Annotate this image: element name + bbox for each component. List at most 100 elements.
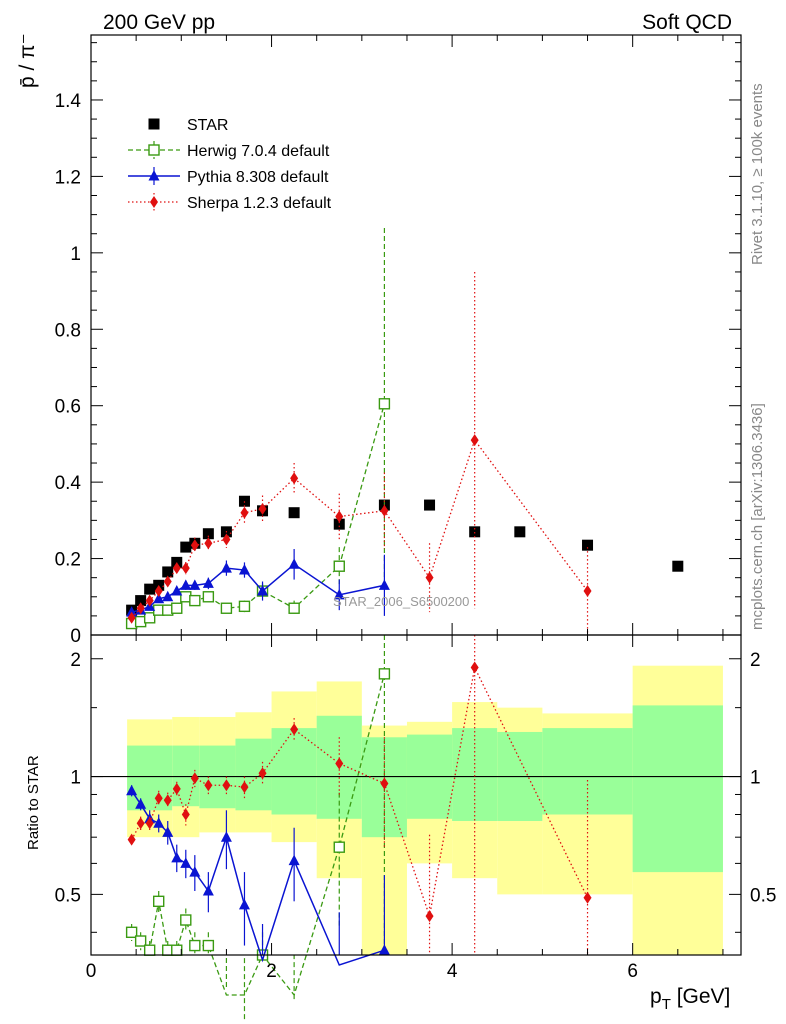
ratio-point-pythia <box>378 944 390 955</box>
ratio-point-sherpa <box>145 817 154 830</box>
ratio-y-tick-label-right: 1 <box>750 768 761 789</box>
x-tick-label: 2 <box>266 961 277 982</box>
legend-marker-star <box>148 118 160 130</box>
legend-label-sherpa: Sherpa 1.2.3 default <box>187 195 332 212</box>
main-point-star <box>333 518 345 530</box>
ratio-point-herwig <box>171 944 183 956</box>
main-point-star <box>288 507 300 519</box>
ratio-point-pythia <box>153 817 165 828</box>
ratio-y-tick-label: 0.5 <box>55 885 81 906</box>
ratio-point-pythia <box>171 851 183 863</box>
ratio-point-sherpa <box>258 767 267 780</box>
main-point-herwig <box>333 560 345 572</box>
main-point-pythia <box>257 585 269 596</box>
ratio-y-tick-label-right: 2 <box>750 650 761 671</box>
ratio-point-herwig <box>125 926 138 939</box>
main-point-pythia <box>238 564 250 575</box>
ratio-point-sherpa <box>181 808 190 821</box>
legend-marker-pythia <box>148 170 160 181</box>
x-tick-label: 6 <box>627 961 638 982</box>
x-tick-label: 4 <box>447 961 458 982</box>
legend-marker-sherpa <box>150 196 158 208</box>
ratio-point-sherpa <box>425 910 434 923</box>
main-point-pythia <box>189 579 201 590</box>
main-point-herwig <box>171 602 183 614</box>
main-point-herwig <box>143 612 156 624</box>
ratio-panel: Ratio to STAR 0.5 0.5 1 1 2 2 0 2 4 6 pT [GeV] <box>25 35 776 1020</box>
ratio-point-sherpa <box>154 792 163 805</box>
main-point-sherpa <box>190 539 199 552</box>
legend-marker-herwig <box>148 144 160 156</box>
ratio-y-axis-ticks: 0.5 0.5 1 1 2 2 <box>55 650 776 933</box>
ratio-point-sherpa <box>222 779 231 792</box>
ratio-point-pythia <box>126 784 138 796</box>
ratio-point-herwig <box>202 939 215 952</box>
main-point-sherpa <box>145 594 154 607</box>
ratio-point-sherpa <box>583 891 592 904</box>
main-y-axis-label: p̄ / π⁻ <box>16 33 39 88</box>
main-point-sherpa <box>136 602 145 615</box>
main-point-herwig <box>220 602 233 614</box>
main-point-sherpa <box>163 575 172 588</box>
main-point-sherpa <box>335 510 344 523</box>
legend: STAR Herwig 7.0.4 default Pythia 8.308 def… <box>128 117 332 212</box>
ratio-point-herwig <box>378 668 391 680</box>
x-tick-label: 0 <box>86 961 97 982</box>
main-point-star <box>162 566 174 578</box>
ratio-band-inner <box>632 705 723 873</box>
side-label-rivet: Rivet 3.1.10, ≥ 100k events <box>749 83 766 265</box>
main-y-tick-label: 0.2 <box>55 550 81 571</box>
main-point-sherpa <box>204 537 213 550</box>
ratio-point-sherpa <box>163 794 172 807</box>
main-point-pythia <box>378 579 390 590</box>
ratio-point-sherpa <box>190 772 199 785</box>
main-point-pythia <box>333 588 345 600</box>
main-point-sherpa <box>583 585 592 598</box>
ratio-series-herwig <box>125 635 391 1020</box>
ratio-band-inner <box>542 728 633 815</box>
ratio-plot-layer <box>91 635 741 1020</box>
main-point-pythia <box>171 585 183 596</box>
ratio-band-inner <box>271 728 317 815</box>
main-y-tick-label: 0 <box>70 626 81 647</box>
ratio-point-sherpa <box>290 723 299 736</box>
legend-label-herwig: Herwig 7.0.4 default <box>187 143 330 160</box>
ratio-point-pythia <box>238 898 250 910</box>
header-right-label: Soft QCD <box>642 11 732 34</box>
main-point-star <box>514 526 526 538</box>
main-y-tick-label: 0.4 <box>55 473 82 494</box>
ratio-point-herwig <box>189 939 201 952</box>
ratio-point-pythia <box>220 831 232 842</box>
main-y-tick-label: 1 <box>70 244 81 265</box>
ratio-point-sherpa <box>335 757 344 770</box>
main-point-star <box>582 539 594 551</box>
ratio-point-sherpa <box>127 833 136 846</box>
main-panel: STAR_2006_S6500200 p̄ / π⁻ 0 0.2 0.4 0.6 0.8… <box>16 33 742 647</box>
main-series-sherpa <box>127 271 592 635</box>
ratio-point-sherpa <box>380 777 389 790</box>
ratio-point-herwig <box>333 841 345 853</box>
ratio-point-herwig <box>143 944 156 956</box>
main-y-axis-ticks: 0 0.2 0.4 0.6 0.8 1 1.2 1.4 <box>55 42 741 647</box>
main-point-pythia <box>180 579 192 590</box>
ratio-point-sherpa <box>204 779 213 792</box>
ratio-point-pythia <box>162 826 174 837</box>
ratio-point-pythia <box>135 798 147 809</box>
main-point-herwig <box>202 591 215 603</box>
ratio-line-sherpa <box>131 665 589 919</box>
ratio-y-tick-label: 2 <box>70 650 81 671</box>
legend-label-pythia: Pythia 8.308 default <box>187 169 329 186</box>
main-point-pythia <box>153 592 165 604</box>
ratio-point-sherpa <box>172 782 181 795</box>
main-point-sherpa <box>172 562 181 575</box>
ratio-y-tick-label-right: 0.5 <box>750 885 776 906</box>
ratio-y-axis-label: Ratio to STAR <box>25 755 42 850</box>
main-y-tick-label: 1.2 <box>55 167 81 188</box>
main-plot-layer <box>125 227 684 635</box>
main-point-pythia <box>288 558 300 569</box>
ratio-point-pythia <box>288 854 300 866</box>
ratio-panel-frame <box>90 634 742 956</box>
main-point-sherpa <box>380 504 389 517</box>
ratio-band-inner <box>235 738 272 811</box>
ratio-point-sherpa <box>136 817 145 830</box>
